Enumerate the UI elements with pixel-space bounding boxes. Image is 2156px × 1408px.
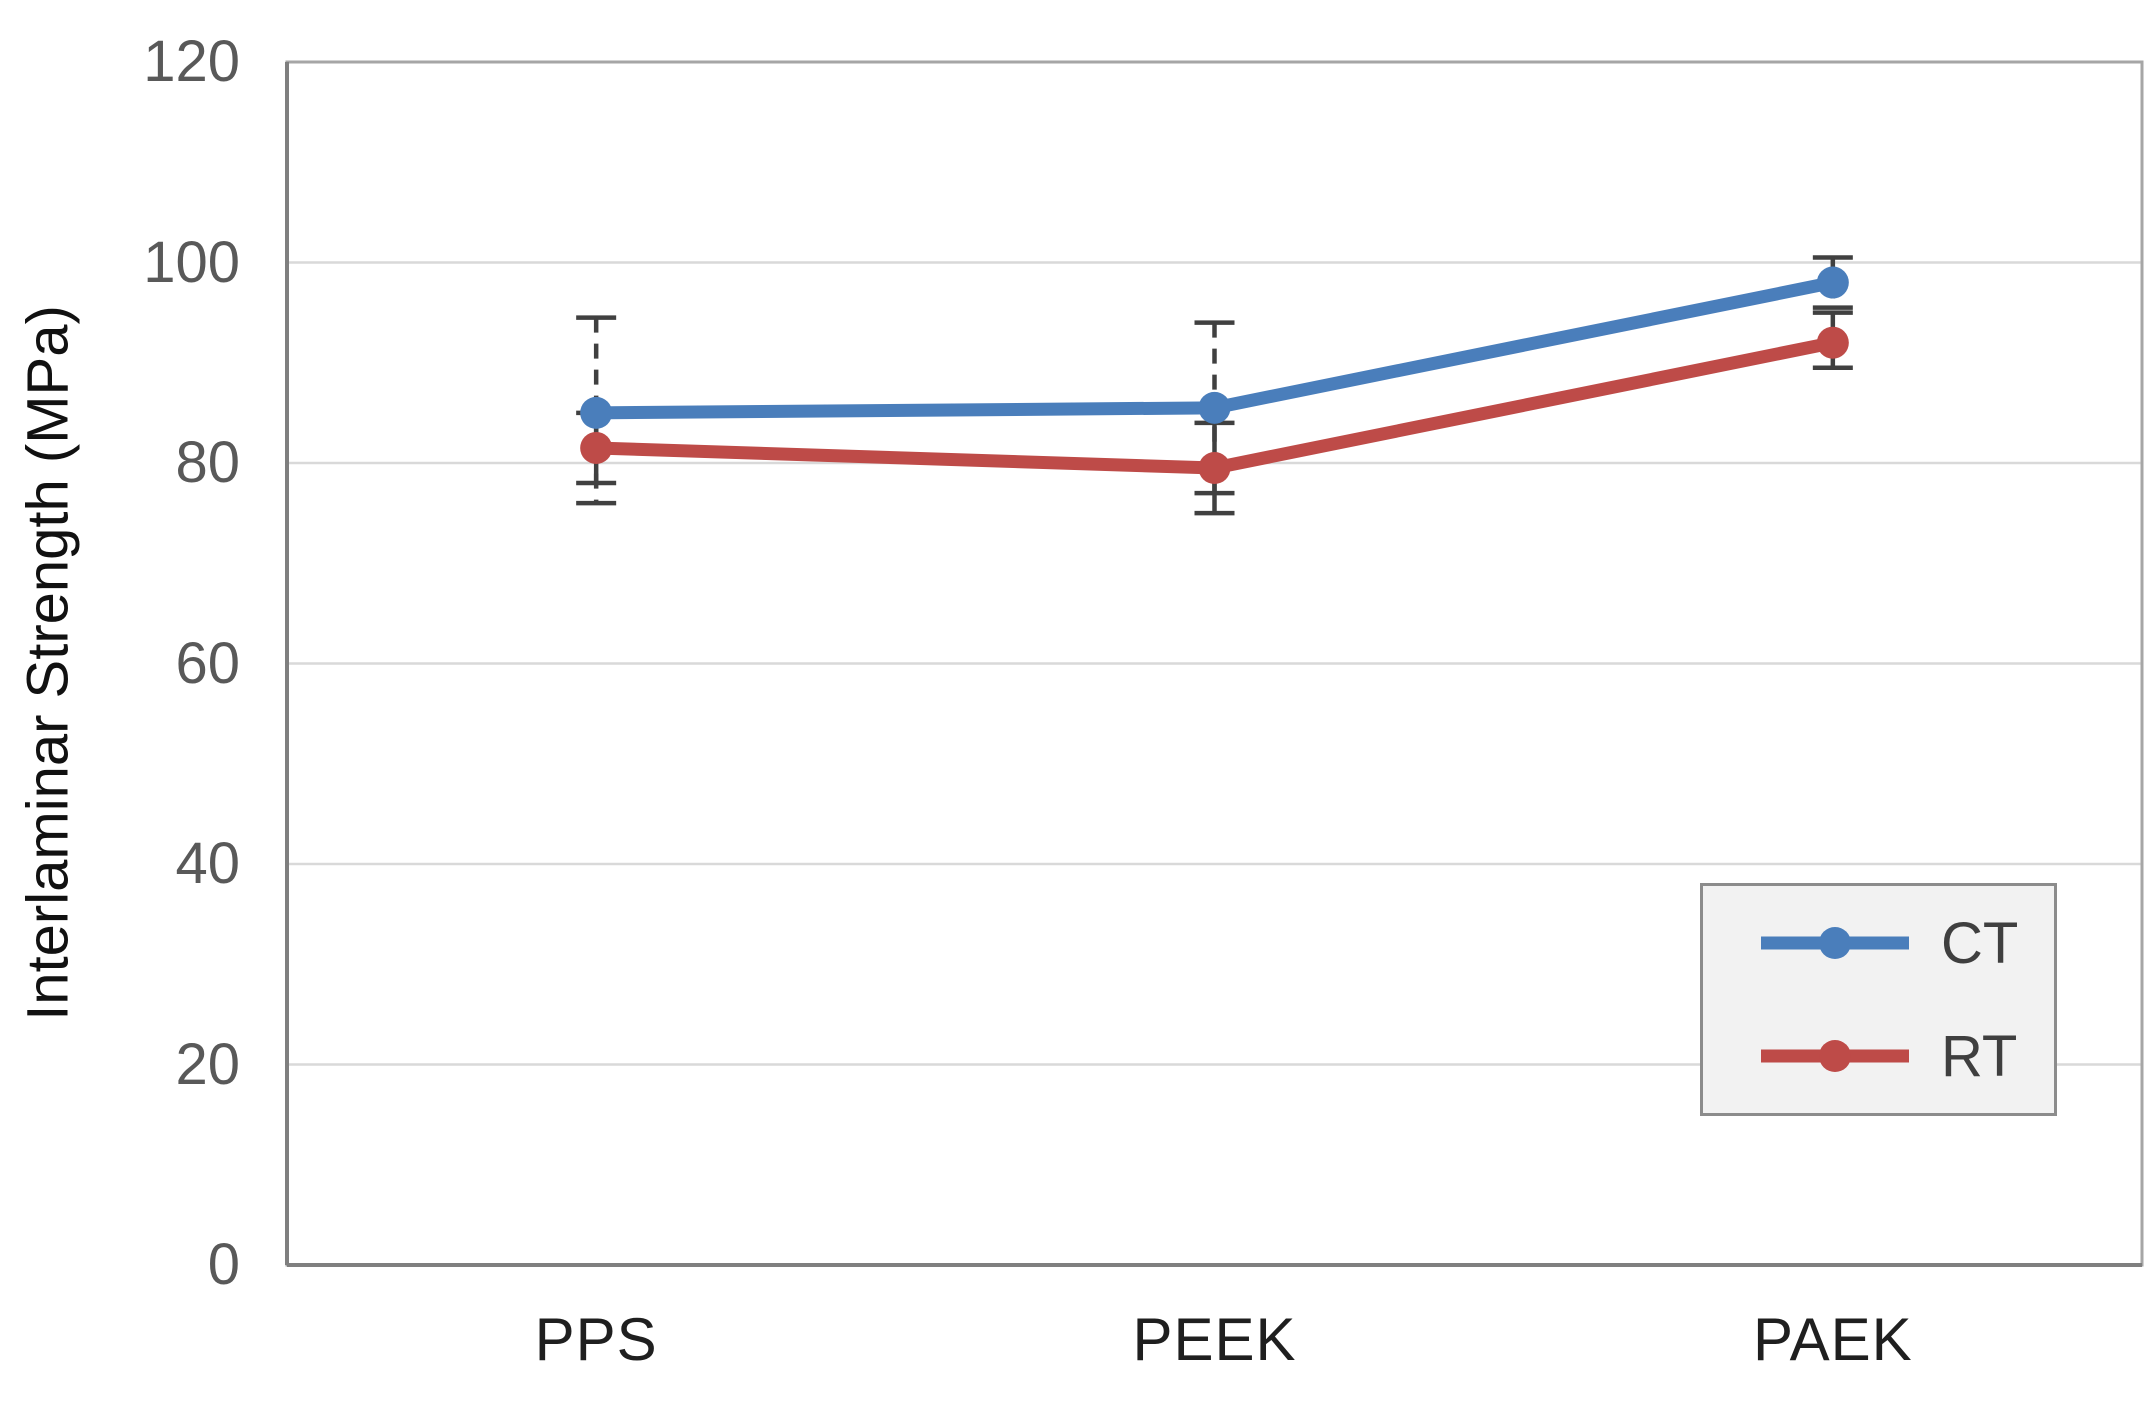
marker-CT-PAEK [1816, 266, 1849, 299]
marker-CT-PEEK [1198, 391, 1231, 424]
y-tick-label: 80 [175, 430, 240, 495]
y-tick-label: 0 [207, 1232, 240, 1297]
legend-label-ct: CT [1941, 910, 2019, 976]
marker-CT-PPS [580, 396, 613, 429]
data-markers [580, 266, 1849, 485]
x-category-label-peek: PEEK [1132, 1306, 1297, 1373]
legend-line-marker-icon [1761, 1040, 1909, 1072]
legend-item-ct: CT [1755, 910, 2054, 977]
legend: CT RT [1700, 883, 2057, 1116]
y-tick-label: 100 [143, 229, 240, 295]
legend-line-marker-icon [1761, 927, 1909, 959]
legend-label-rt: RT [1941, 1023, 2018, 1089]
y-tick-label: 120 [143, 29, 240, 94]
marker-RT-PEEK [1198, 452, 1231, 485]
x-category-label-pps: PPS [534, 1306, 658, 1373]
x-category-label-paek: PAEK [1753, 1306, 1913, 1373]
y-tick-label: 20 [175, 1031, 240, 1097]
axis-lines [285, 62, 2142, 1267]
legend-item-rt: RT [1755, 1023, 2054, 1090]
marker-RT-PAEK [1816, 326, 1849, 359]
marker-RT-PPS [580, 431, 613, 464]
y-tick-label: 60 [175, 630, 240, 696]
y-tick-label: 40 [175, 831, 240, 896]
